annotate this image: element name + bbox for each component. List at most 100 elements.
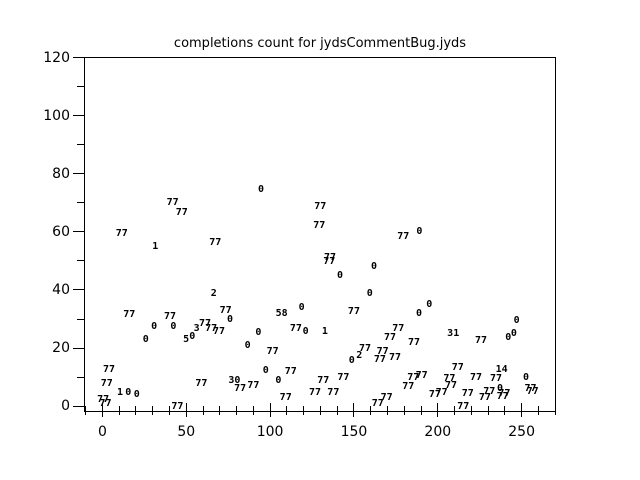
data-point-label: 77 xyxy=(279,392,292,404)
data-point-label: 0 xyxy=(142,333,149,345)
data-point-label: 0 xyxy=(125,387,132,399)
data-point-label: 77 xyxy=(524,383,537,395)
data-point-label: 77 xyxy=(358,343,372,355)
y-major-tick xyxy=(73,173,84,175)
y-tick-label: 80 xyxy=(52,165,70,182)
x-major-tick xyxy=(185,403,187,417)
data-point-label: 77 xyxy=(212,325,225,337)
data-point-label: 0 xyxy=(348,354,355,366)
data-point-label: 0 xyxy=(170,320,177,332)
data-point-label: 77 xyxy=(383,331,397,343)
x-minor-tick xyxy=(135,406,137,415)
data-point-label: 77 xyxy=(171,401,184,413)
y-minor-tick xyxy=(77,376,84,378)
data-point-label: 77 xyxy=(123,308,136,320)
data-point-label: 14 xyxy=(495,363,508,375)
data-point-label: 0 xyxy=(505,332,512,344)
data-point-label: 77 xyxy=(407,336,420,348)
data-point-label: 0 xyxy=(496,383,503,395)
data-point-label: 77 xyxy=(209,237,222,249)
data-point-label: 77 xyxy=(371,398,384,410)
x-major-tick xyxy=(353,403,355,417)
data-point-label: 77 xyxy=(314,200,327,212)
x-minor-tick xyxy=(554,406,556,415)
x-major-tick xyxy=(101,403,103,417)
data-point-label: 77 xyxy=(313,220,326,232)
x-tick-label: 0 xyxy=(97,424,107,440)
y-major-tick xyxy=(73,115,84,117)
data-point-label: 77 xyxy=(407,372,420,384)
y-tick-label: 100 xyxy=(43,107,70,124)
data-point-label: 0 xyxy=(227,313,234,325)
x-minor-tick xyxy=(537,406,539,415)
data-point-label: 77 xyxy=(309,387,322,399)
data-point-label: 0 xyxy=(426,299,433,311)
data-point-label: 0 xyxy=(189,330,196,342)
y-tick-label: 20 xyxy=(52,340,70,357)
x-minor-tick xyxy=(236,406,238,415)
x-minor-tick xyxy=(319,406,321,415)
data-point-label: 77 xyxy=(461,388,474,400)
y-tick-label: 40 xyxy=(52,281,70,298)
data-point-label: 77 xyxy=(392,323,405,335)
data-point-label: 77 xyxy=(435,387,448,399)
data-point-label: 77 xyxy=(266,345,279,357)
data-point-label: 77 xyxy=(457,400,470,412)
data-point-label: 77 xyxy=(415,369,428,381)
data-point-label: 2 xyxy=(210,288,217,300)
data-point-label: 77 xyxy=(397,230,410,242)
data-point-label: 77 xyxy=(323,252,336,264)
y-minor-tick xyxy=(77,318,84,320)
x-minor-tick xyxy=(169,406,170,415)
x-minor-tick xyxy=(286,406,288,415)
y-minor-tick xyxy=(77,260,84,262)
x-minor-tick xyxy=(85,406,87,415)
x-minor-tick xyxy=(370,406,372,415)
x-tick-label: 50 xyxy=(177,424,196,440)
x-major-tick xyxy=(521,403,523,417)
y-minor-tick xyxy=(77,144,84,146)
data-point-label: 0 xyxy=(244,340,251,352)
data-point-label: 0 xyxy=(275,374,282,386)
data-point-label: 77 xyxy=(97,393,110,405)
data-point-label: 1 xyxy=(117,387,124,399)
data-point-label: 77 xyxy=(323,255,336,267)
data-point-label: 58 xyxy=(275,308,288,320)
data-point-label: 77 xyxy=(102,363,115,375)
data-point-label: 77 xyxy=(469,372,483,384)
data-point-label: 77 xyxy=(175,207,188,219)
data-point-label: 0 xyxy=(371,261,378,273)
y-major-tick xyxy=(73,231,84,233)
data-point-label: 77 xyxy=(478,391,491,403)
data-point-label: 77 xyxy=(475,334,488,346)
y-major-tick xyxy=(73,57,84,59)
data-point-label: 3 xyxy=(193,322,200,334)
data-point-label: 77 xyxy=(195,378,208,390)
data-point-label: 2 xyxy=(356,349,363,361)
data-point-label: 77 xyxy=(337,372,350,384)
x-tick-label: 150 xyxy=(340,424,368,440)
data-point-label: 77 xyxy=(115,228,128,240)
y-major-tick xyxy=(73,289,84,291)
data-point-label: 77 xyxy=(284,365,297,377)
data-point-label: 77 xyxy=(199,318,212,330)
data-point-label: 77 xyxy=(247,380,260,392)
data-point-label: 77 xyxy=(163,311,177,323)
x-minor-tick xyxy=(470,406,472,415)
data-point-label: 31 xyxy=(447,328,460,340)
data-point-label: 77 xyxy=(373,353,386,365)
data-point-label: 0 xyxy=(416,225,423,237)
data-point-label: 1 xyxy=(152,241,159,253)
data-point-label: 77 xyxy=(166,197,179,209)
x-minor-tick xyxy=(403,406,405,415)
x-minor-tick xyxy=(454,406,456,415)
data-point-label: 1 xyxy=(321,326,328,338)
data-point-label: 77 xyxy=(451,362,464,374)
data-point-label: 30 xyxy=(228,374,241,386)
data-point-label: 77 xyxy=(327,387,340,399)
data-point-label: 77 xyxy=(496,390,509,402)
x-tick-label: 250 xyxy=(508,424,535,440)
data-point-label: 77 xyxy=(289,323,302,335)
data-point-label: 0 xyxy=(366,288,373,300)
